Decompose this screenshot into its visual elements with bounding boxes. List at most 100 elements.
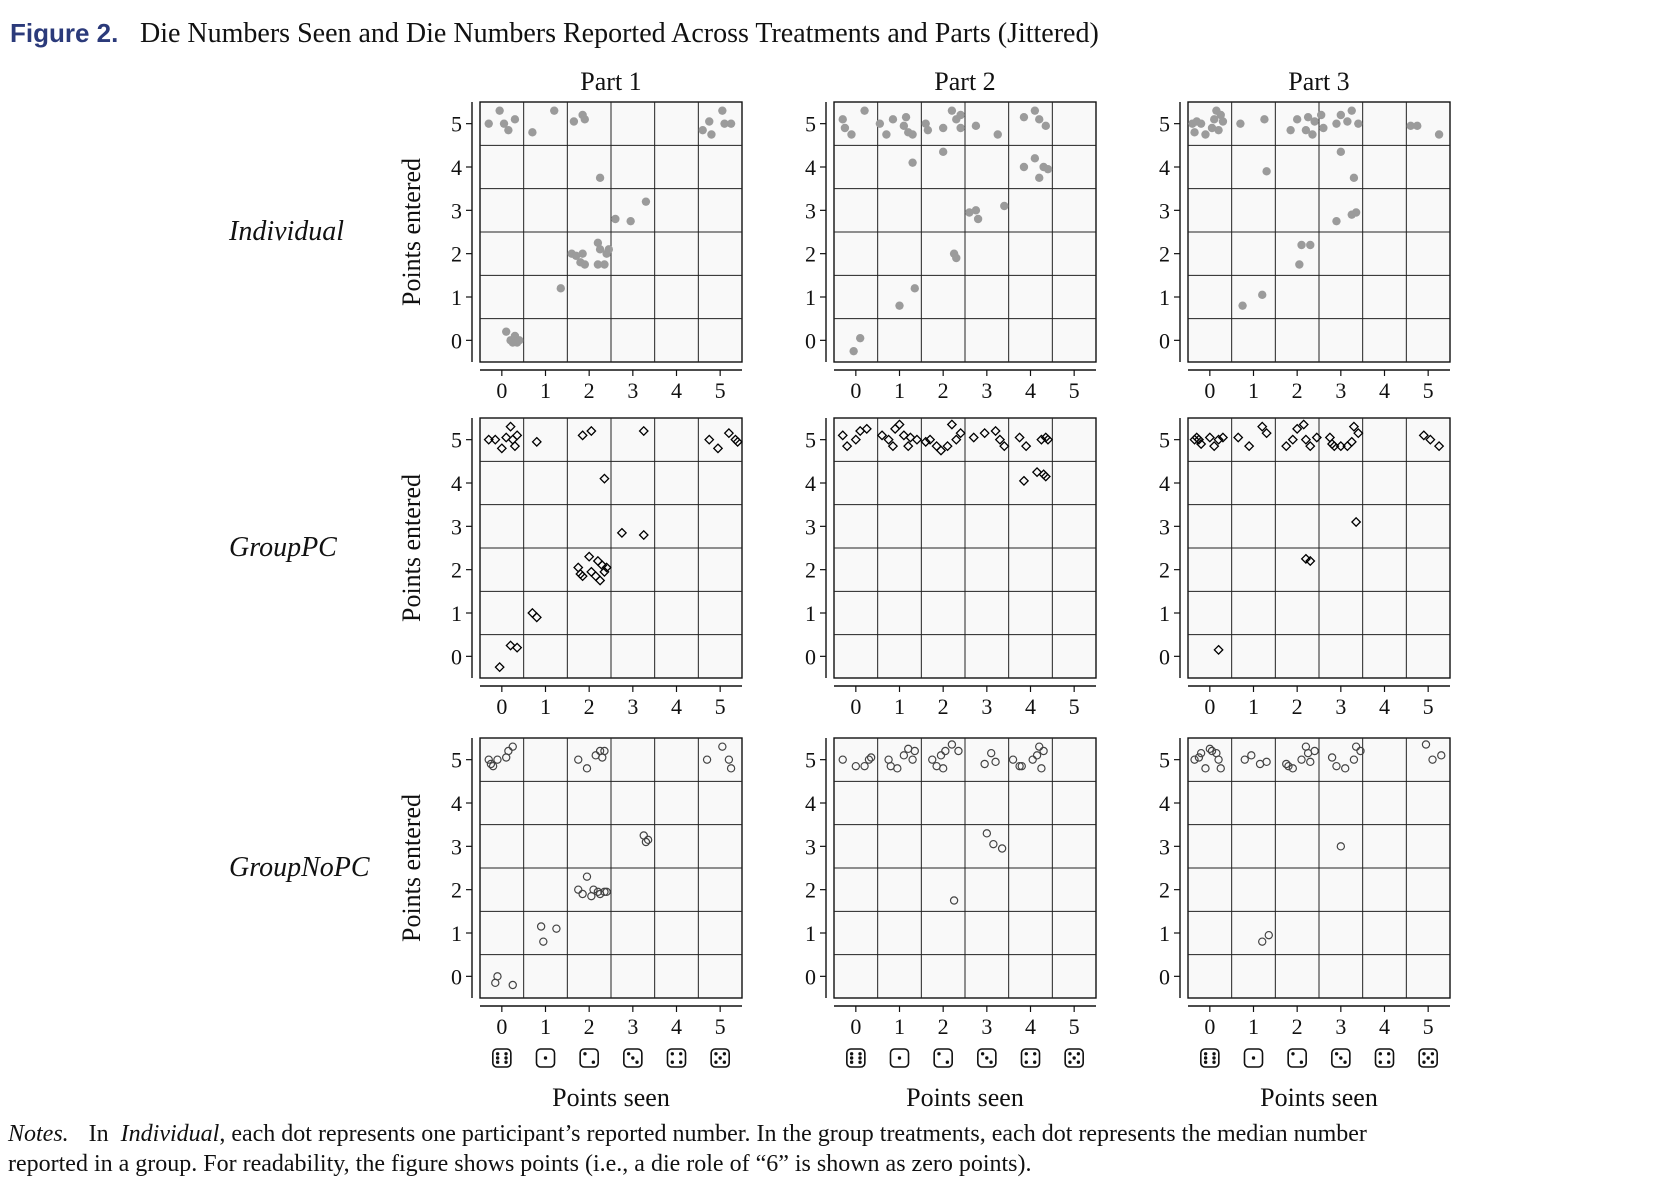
data-point: [626, 216, 635, 226]
data-point: [908, 130, 917, 139]
data-point: [1349, 173, 1359, 183]
x-tick-label: 0: [496, 1014, 507, 1039]
x-tick-label: 3: [1335, 1014, 1346, 1039]
y-tick-label: 0: [1159, 644, 1170, 669]
die-pip: [714, 1052, 718, 1056]
data-point: [494, 662, 505, 673]
panel-individual-part-3: 0 1 2 3 4 5 0 1 2 3 4 5: [1159, 101, 1451, 403]
data-point: [1292, 115, 1302, 124]
data-point: [704, 434, 715, 445]
data-point: [569, 117, 579, 126]
x-tick-label: 5: [1069, 1014, 1080, 1039]
data-point: [726, 764, 736, 773]
data-point: [1214, 125, 1223, 135]
data-point: [582, 764, 592, 773]
data-point: [911, 434, 923, 445]
data-point: [923, 125, 933, 135]
x-tick-label: 2: [584, 694, 595, 719]
data-point: [1332, 216, 1341, 226]
y-tick-label: 4: [451, 791, 462, 816]
die-pip: [1334, 1052, 1339, 1056]
die-pip: [722, 1052, 727, 1056]
data-point: [705, 117, 714, 126]
notes-text: , each dot represents one participant’s …: [219, 1121, 1367, 1147]
data-point: [1210, 115, 1219, 124]
data-point: [1306, 757, 1315, 767]
die-pip: [897, 1056, 902, 1060]
data-point: [589, 885, 598, 894]
data-point: [1028, 755, 1037, 764]
y-tick-label: 1: [1159, 921, 1170, 946]
x-axis-title: Points seen: [906, 1083, 1024, 1112]
die-pip: [1076, 1052, 1081, 1056]
data-point: [493, 755, 502, 764]
data-point: [1201, 764, 1210, 773]
data-point: [1018, 475, 1030, 486]
data-point: [1216, 110, 1225, 120]
x-tick-label: 0: [1204, 1014, 1215, 1039]
data-point: [1014, 432, 1025, 443]
x-tick-label: 0: [496, 694, 507, 719]
data-point: [486, 759, 496, 769]
y-tick-label: 3: [805, 834, 816, 859]
data-point: [1195, 438, 1207, 450]
column-header: Part 1: [580, 67, 641, 96]
x-tick-label: 5: [1069, 378, 1080, 403]
x-tick-label: 3: [1335, 694, 1346, 719]
data-point: [1284, 761, 1293, 771]
data-point: [510, 115, 520, 124]
x-tick-label: 0: [850, 1014, 861, 1039]
die-pip: [1378, 1060, 1383, 1064]
data-point: [531, 612, 542, 623]
data-point: [1030, 106, 1040, 115]
data-point: [1019, 162, 1029, 172]
die-outline: [666, 1048, 687, 1068]
y-tick-label: 4: [1159, 471, 1170, 496]
data-point: [1032, 751, 1042, 760]
die-outline: [492, 1048, 512, 1068]
data-point: [638, 529, 649, 541]
data-point: [1207, 123, 1217, 133]
data-point: [840, 123, 850, 133]
die-pip: [714, 1060, 718, 1064]
notes-in: In: [89, 1121, 109, 1147]
data-point: [574, 755, 583, 764]
data-point: [1343, 117, 1352, 126]
y-tick-label: 5: [1159, 748, 1170, 773]
data-point: [1292, 423, 1303, 434]
data-point: [638, 425, 649, 437]
data-point: [935, 445, 947, 456]
data-point: [604, 245, 614, 254]
data-point: [901, 112, 911, 122]
die-pip: [1072, 1056, 1076, 1060]
data-point: [1194, 753, 1204, 762]
data-point: [1190, 755, 1199, 764]
data-point: [707, 130, 716, 139]
data-point: [584, 551, 595, 562]
die-pip: [670, 1052, 674, 1056]
die-pip: [679, 1052, 683, 1056]
die-pip: [1430, 1060, 1435, 1064]
data-point: [602, 887, 611, 897]
data-point: [509, 441, 521, 452]
data-point: [899, 121, 909, 131]
data-point: [577, 430, 588, 441]
data-point: [1196, 119, 1206, 128]
data-point: [1214, 755, 1223, 764]
data-point: [938, 123, 948, 133]
data-point: [991, 757, 1000, 767]
data-point: [505, 421, 516, 432]
data-point: [611, 214, 620, 224]
data-point: [600, 887, 609, 897]
data-point: [1040, 471, 1051, 482]
notes-lead: Notes.: [7, 1121, 69, 1147]
data-point: [1217, 432, 1229, 443]
data-point: [971, 121, 981, 131]
die-outline: [933, 1048, 953, 1068]
x-tick-label: 1: [1248, 1014, 1259, 1039]
y-tick-label: 0: [1159, 964, 1170, 989]
y-tick-label: 3: [1159, 514, 1170, 539]
data-point: [531, 436, 542, 447]
data-point: [999, 441, 1010, 452]
x-tick-label: 5: [715, 694, 726, 719]
